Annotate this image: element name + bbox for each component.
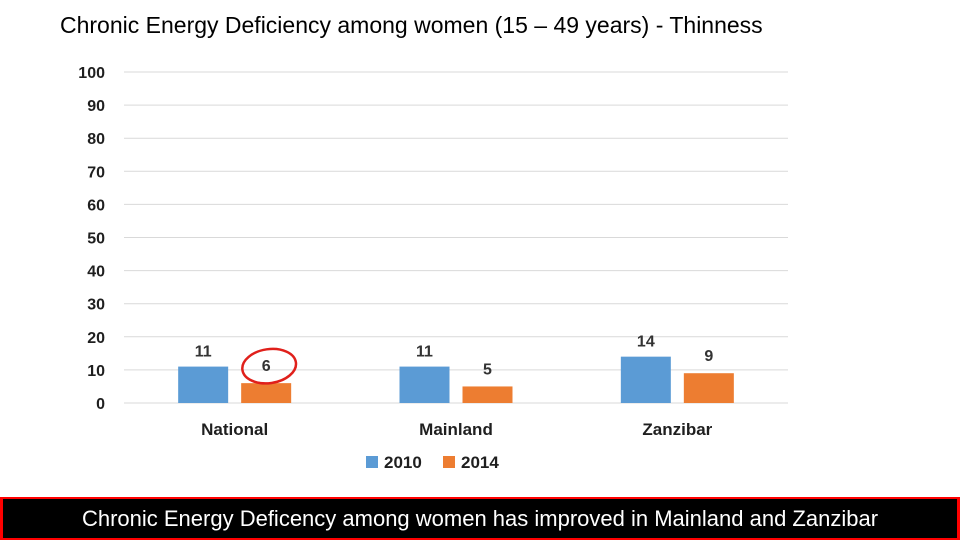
- chart-title: Chronic Energy Deficiency among women (1…: [60, 12, 763, 38]
- bar-chart: 0 10 20 30 40 50 60 70 80 90 100 11 6 11 5 14 9 Nationa…: [78, 65, 788, 472]
- y-tick-label: 90: [87, 98, 105, 115]
- y-tick-label: 10: [87, 363, 105, 380]
- x-axis-category-labels: National Mainland Zanzibar: [201, 420, 713, 439]
- bars: [178, 356, 734, 403]
- data-label: 11: [195, 344, 212, 361]
- category-label: National: [201, 420, 268, 439]
- y-tick-label: 20: [87, 330, 105, 347]
- data-label: 14: [637, 334, 655, 351]
- legend-swatch-2014: [443, 456, 455, 468]
- y-axis-tick-labels: 0 10 20 30 40 50 60 70 80 90 100: [78, 65, 105, 413]
- legend-label-2010: 2010: [384, 453, 422, 472]
- bar-2014-zanzibar: [683, 373, 734, 403]
- category-label: Mainland: [419, 420, 493, 439]
- bar-2010-mainland: [399, 366, 450, 403]
- y-tick-label: 40: [87, 264, 105, 281]
- bar-2010-national: [178, 366, 229, 403]
- conclusion-banner: Chronic Energy Deficency among women has…: [0, 497, 960, 540]
- bar-2014-national: [241, 383, 292, 403]
- y-tick-label: 30: [87, 297, 105, 314]
- y-tick-label: 50: [87, 231, 105, 248]
- data-label: 6: [262, 358, 271, 375]
- data-label: 9: [704, 348, 713, 365]
- bar-2010-zanzibar: [620, 356, 671, 403]
- y-tick-label: 70: [87, 164, 105, 181]
- y-tick-label: 0: [96, 396, 105, 413]
- conclusion-banner-text: Chronic Energy Deficency among women has…: [3, 499, 957, 538]
- data-labels: 11 6 11 5 14 9: [195, 334, 714, 379]
- y-tick-label: 80: [87, 131, 105, 148]
- legend-label-2014: 2014: [461, 453, 499, 472]
- legend-swatch-2010: [366, 456, 378, 468]
- highlight-circle: [241, 347, 298, 385]
- bar-2014-mainland: [462, 386, 513, 403]
- annotations: [241, 347, 298, 385]
- legend: 2010 2014: [366, 453, 499, 472]
- y-tick-label: 100: [78, 65, 105, 82]
- y-tick-label: 60: [87, 197, 105, 214]
- category-label: Zanzibar: [642, 420, 712, 439]
- data-label: 5: [483, 361, 492, 378]
- gridlines: [124, 71, 788, 404]
- data-label: 11: [416, 344, 433, 361]
